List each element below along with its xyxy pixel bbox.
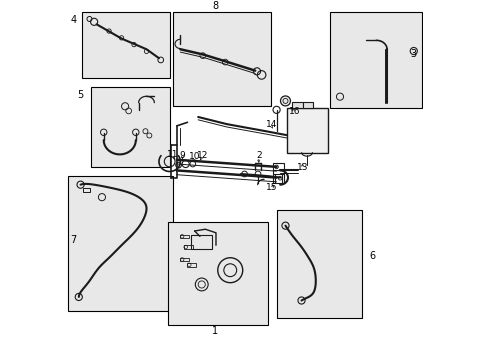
Text: 12: 12 [197,150,208,159]
Text: 8: 8 [212,1,218,12]
Text: 6: 6 [369,251,375,261]
Bar [180,258,189,261]
Text: 15: 15 [265,183,276,192]
Bar [173,12,271,106]
Bar [291,102,302,108]
Text: 10: 10 [188,152,200,161]
Bar [286,108,327,153]
Bar [183,245,192,249]
Bar [180,235,189,238]
Bar [187,263,196,267]
Text: 5: 5 [77,90,83,99]
Circle shape [280,96,290,106]
Text: 9: 9 [179,150,185,159]
Text: 7: 7 [70,235,77,245]
Bar [167,222,267,325]
Bar [191,235,212,249]
Bar [83,188,90,192]
Text: 11: 11 [166,150,178,159]
Bar [91,87,169,167]
Text: 2: 2 [255,151,261,160]
Text: 16: 16 [288,107,300,116]
Circle shape [217,258,242,283]
Bar [82,12,169,78]
Text: 3: 3 [410,49,416,59]
Text: 4: 4 [70,15,76,25]
Bar [276,210,362,318]
Bar [272,163,283,183]
Bar [302,102,313,108]
Bar [329,12,421,108]
Text: 13: 13 [296,163,308,172]
Bar [68,176,173,311]
Text: 14: 14 [265,120,276,129]
Text: 1: 1 [212,326,218,336]
